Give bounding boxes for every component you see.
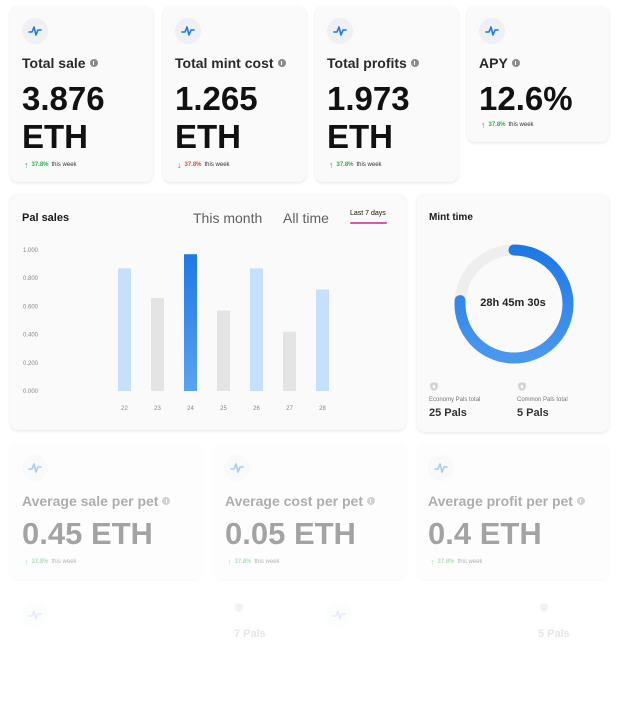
stat-delta: ↑ 37.8% this week — [481, 120, 534, 130]
stat-card-average-profit: Average profit per pet 0.4 ETH ↑ 37.8% thi… — [417, 443, 609, 579]
info-icon[interactable] — [162, 497, 171, 505]
shield-icon — [518, 382, 526, 391]
stat-value: 0.4 ETH — [428, 516, 542, 551]
tab-all-time[interactable]: All time — [283, 210, 329, 226]
faded-right-value: 5 Pals — [538, 628, 570, 640]
stat-value: 12.6% — [479, 80, 573, 117]
stat-card-average-cost: Average cost per pet 0.05 ETH ↑ 37.8% this… — [214, 443, 406, 579]
mint-time-card: Mint time 28h 45m 30s Economy Pals total… — [417, 194, 609, 432]
stat-card-total-mint-cost: Total mint cost 1.265 ETH ↓ 37.8% this week — [163, 6, 306, 182]
common-pals-label: Common Pals total — [517, 397, 568, 403]
pulse-icon — [479, 18, 505, 44]
bar-23[interactable] — [151, 297, 164, 391]
stat-label: Average cost per pet — [225, 493, 375, 509]
stat-card-total-profits: Total profits 1.973 ETH ↑ 37.8% this week — [315, 6, 458, 182]
y-tick-label: 0.200 — [23, 361, 39, 367]
mint-countdown: 28h 45m 30s — [480, 297, 546, 309]
pulse-icon — [175, 18, 201, 44]
bar-22[interactable] — [118, 268, 131, 391]
stat-value: 0.05 ETH — [225, 516, 356, 551]
info-icon[interactable] — [511, 59, 520, 67]
stat-delta: ↑ 37.8% this week — [430, 557, 483, 567]
bar-26[interactable] — [250, 268, 263, 391]
info-icon[interactable] — [410, 59, 419, 67]
economy-pals-label: Economy Pals total — [429, 397, 481, 403]
pulse-icon — [326, 602, 352, 628]
stat-value: 1.973 ETH — [327, 80, 410, 155]
x-tick-label: 24 — [187, 406, 194, 412]
info-icon[interactable] — [89, 59, 98, 67]
bar-28[interactable] — [316, 289, 329, 391]
ring-progress-arc — [454, 244, 574, 364]
x-tick-label: 26 — [253, 406, 260, 412]
y-tick-label: 0.400 — [23, 333, 39, 339]
mint-time-title: Mint time — [429, 212, 473, 223]
stat-card-total-sale: Total sale 3.876 ETH ↑ 37.8% this week — [10, 6, 153, 182]
x-tick-label: 27 — [286, 406, 293, 412]
bar-27[interactable] — [283, 331, 296, 391]
stat-card-apy: APY 12.6% ↑ 37.8% this week — [467, 6, 609, 142]
chart-title: Pal sales — [22, 212, 70, 224]
stat-label: Average profit per pet — [428, 493, 585, 509]
x-tick-label: 23 — [154, 406, 161, 412]
pulse-icon — [224, 455, 250, 481]
pulse-icon — [22, 18, 48, 44]
shield-icon — [430, 382, 438, 391]
stat-label: Total mint cost — [175, 55, 286, 71]
stat-delta: ↓ 37.8% this week — [177, 160, 230, 170]
stat-value: 0.45 ETH — [22, 516, 153, 551]
stat-card-average-sale: Average sale per pet 0.45 ETH ↑ 37.8% this… — [10, 443, 202, 579]
arrow-up-icon: ↑ — [24, 557, 29, 567]
arrow-up-icon: ↑ — [24, 160, 29, 170]
stat-label: Total profits — [327, 55, 419, 71]
info-icon[interactable] — [277, 59, 286, 67]
arrow-up-icon: ↑ — [430, 557, 435, 567]
arrow-down-icon: ↓ — [177, 160, 182, 170]
stat-delta: ↑ 37.8% this week — [329, 160, 382, 170]
pal-sales-card: Pal sales This month All time Last 7 day… — [10, 194, 406, 430]
x-tick-label: 28 — [319, 406, 326, 412]
arrow-up-icon: ↑ — [481, 120, 486, 130]
stat-value: 1.265 ETH — [175, 80, 258, 155]
arrow-up-icon: ↑ — [329, 160, 334, 170]
common-pals-value: 5 Pals — [517, 407, 549, 419]
active-tab-indicator — [350, 222, 387, 224]
info-icon[interactable] — [366, 497, 375, 505]
pulse-icon — [428, 455, 454, 481]
stat-label: Total sale — [22, 55, 98, 71]
stat-delta: ↑ 37.8% this week — [24, 160, 77, 170]
x-tick-label: 25 — [220, 406, 227, 412]
tab-this-month[interactable]: This month — [193, 210, 263, 226]
bar-24[interactable] — [184, 254, 197, 391]
bar-chart: 0.000 0.200 0.400 0.600 0.800 1.000 22 23 24 25 2… — [23, 248, 329, 412]
y-tick-label: 0.800 — [23, 276, 39, 282]
y-tick-label: 0.600 — [23, 304, 39, 310]
pulse-icon — [327, 18, 353, 44]
pulse-icon — [22, 602, 48, 628]
mint-progress-ring — [454, 244, 574, 364]
economy-pals-value: 25 Pals — [429, 407, 467, 419]
info-icon[interactable] — [576, 497, 585, 505]
arrow-up-icon: ↑ — [227, 557, 232, 567]
stat-label: Average sale per pet — [22, 493, 171, 509]
stat-delta: ↑ 37.8% this week — [227, 557, 280, 567]
y-tick-label: 1.000 — [23, 248, 39, 254]
stat-value: 3.876 ETH — [22, 80, 105, 155]
stat-delta: ↑ 37.8% this week — [24, 557, 77, 567]
shield-icon — [235, 603, 243, 612]
y-tick-label: 0.000 — [23, 389, 39, 395]
faded-left-value: 7 Pals — [234, 628, 266, 640]
tab-last-7-days[interactable]: Last 7 days — [350, 210, 386, 217]
pulse-icon — [22, 455, 48, 481]
shield-icon — [540, 603, 548, 612]
stat-label: APY — [479, 55, 520, 71]
bar-25[interactable] — [217, 310, 230, 391]
x-tick-label: 22 — [121, 406, 128, 412]
